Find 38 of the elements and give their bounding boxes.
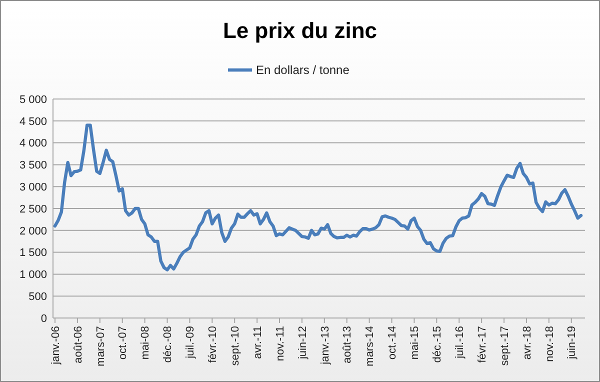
- x-tick-label: janv.-06: [50, 326, 62, 366]
- y-tick-label: 0: [40, 312, 47, 325]
- legend-label: En dollars / tonne: [256, 63, 350, 78]
- x-tick-label: mars-07: [94, 326, 107, 366]
- y-tick-label: 1 000: [19, 269, 47, 282]
- y-tick-label: 5 000: [19, 94, 47, 106]
- y-tick-label: 3 500: [19, 160, 47, 172]
- x-tick-label: avr.-11: [252, 326, 264, 359]
- x-tick-label: juil.-16: [454, 326, 466, 360]
- x-tick-label: janv.-13: [319, 326, 332, 366]
- x-tick-label: avr.-18: [521, 326, 534, 360]
- x-tick-label: mai-08: [140, 326, 152, 360]
- y-tick-label: 4 000: [19, 138, 47, 150]
- x-tick-label: oct.-14: [386, 326, 399, 360]
- x-tick-label: févr.-17: [476, 326, 488, 363]
- x-tick-label: août-06: [72, 326, 84, 364]
- y-tick-label: 2 500: [19, 203, 47, 216]
- y-tick-label: 2 000: [19, 225, 47, 238]
- x-tick-label: sept.-17: [498, 326, 511, 366]
- y-tick-label: 4 500: [19, 116, 47, 128]
- x-tick-label: sept.-10: [229, 326, 242, 366]
- x-tick-label: déc.-15: [432, 326, 444, 363]
- chart-title: Le prix du zinc: [222, 18, 378, 43]
- x-tick-label: mai-15: [409, 326, 422, 360]
- x-tick-label: nov.-18: [544, 326, 556, 362]
- x-tick-label: nov.-11: [274, 326, 286, 362]
- y-tick-label: 1 500: [19, 247, 47, 260]
- x-tick-label: déc.-08: [162, 326, 174, 363]
- x-tick-label: févr.-10: [207, 326, 220, 363]
- x-tick-label: juin-12: [296, 326, 309, 360]
- x-tick-label: mars-14: [364, 326, 376, 366]
- line-series: [53, 124, 583, 272]
- y-tick-label: 500: [28, 290, 47, 303]
- x-tick-label: juin-19: [566, 326, 578, 360]
- x-tick-label: oct.-07: [117, 326, 130, 360]
- y-tick-label: 3 000: [19, 181, 47, 194]
- x-tick-label: juil.-09: [184, 326, 197, 360]
- x-tick-label: août-13: [342, 326, 354, 364]
